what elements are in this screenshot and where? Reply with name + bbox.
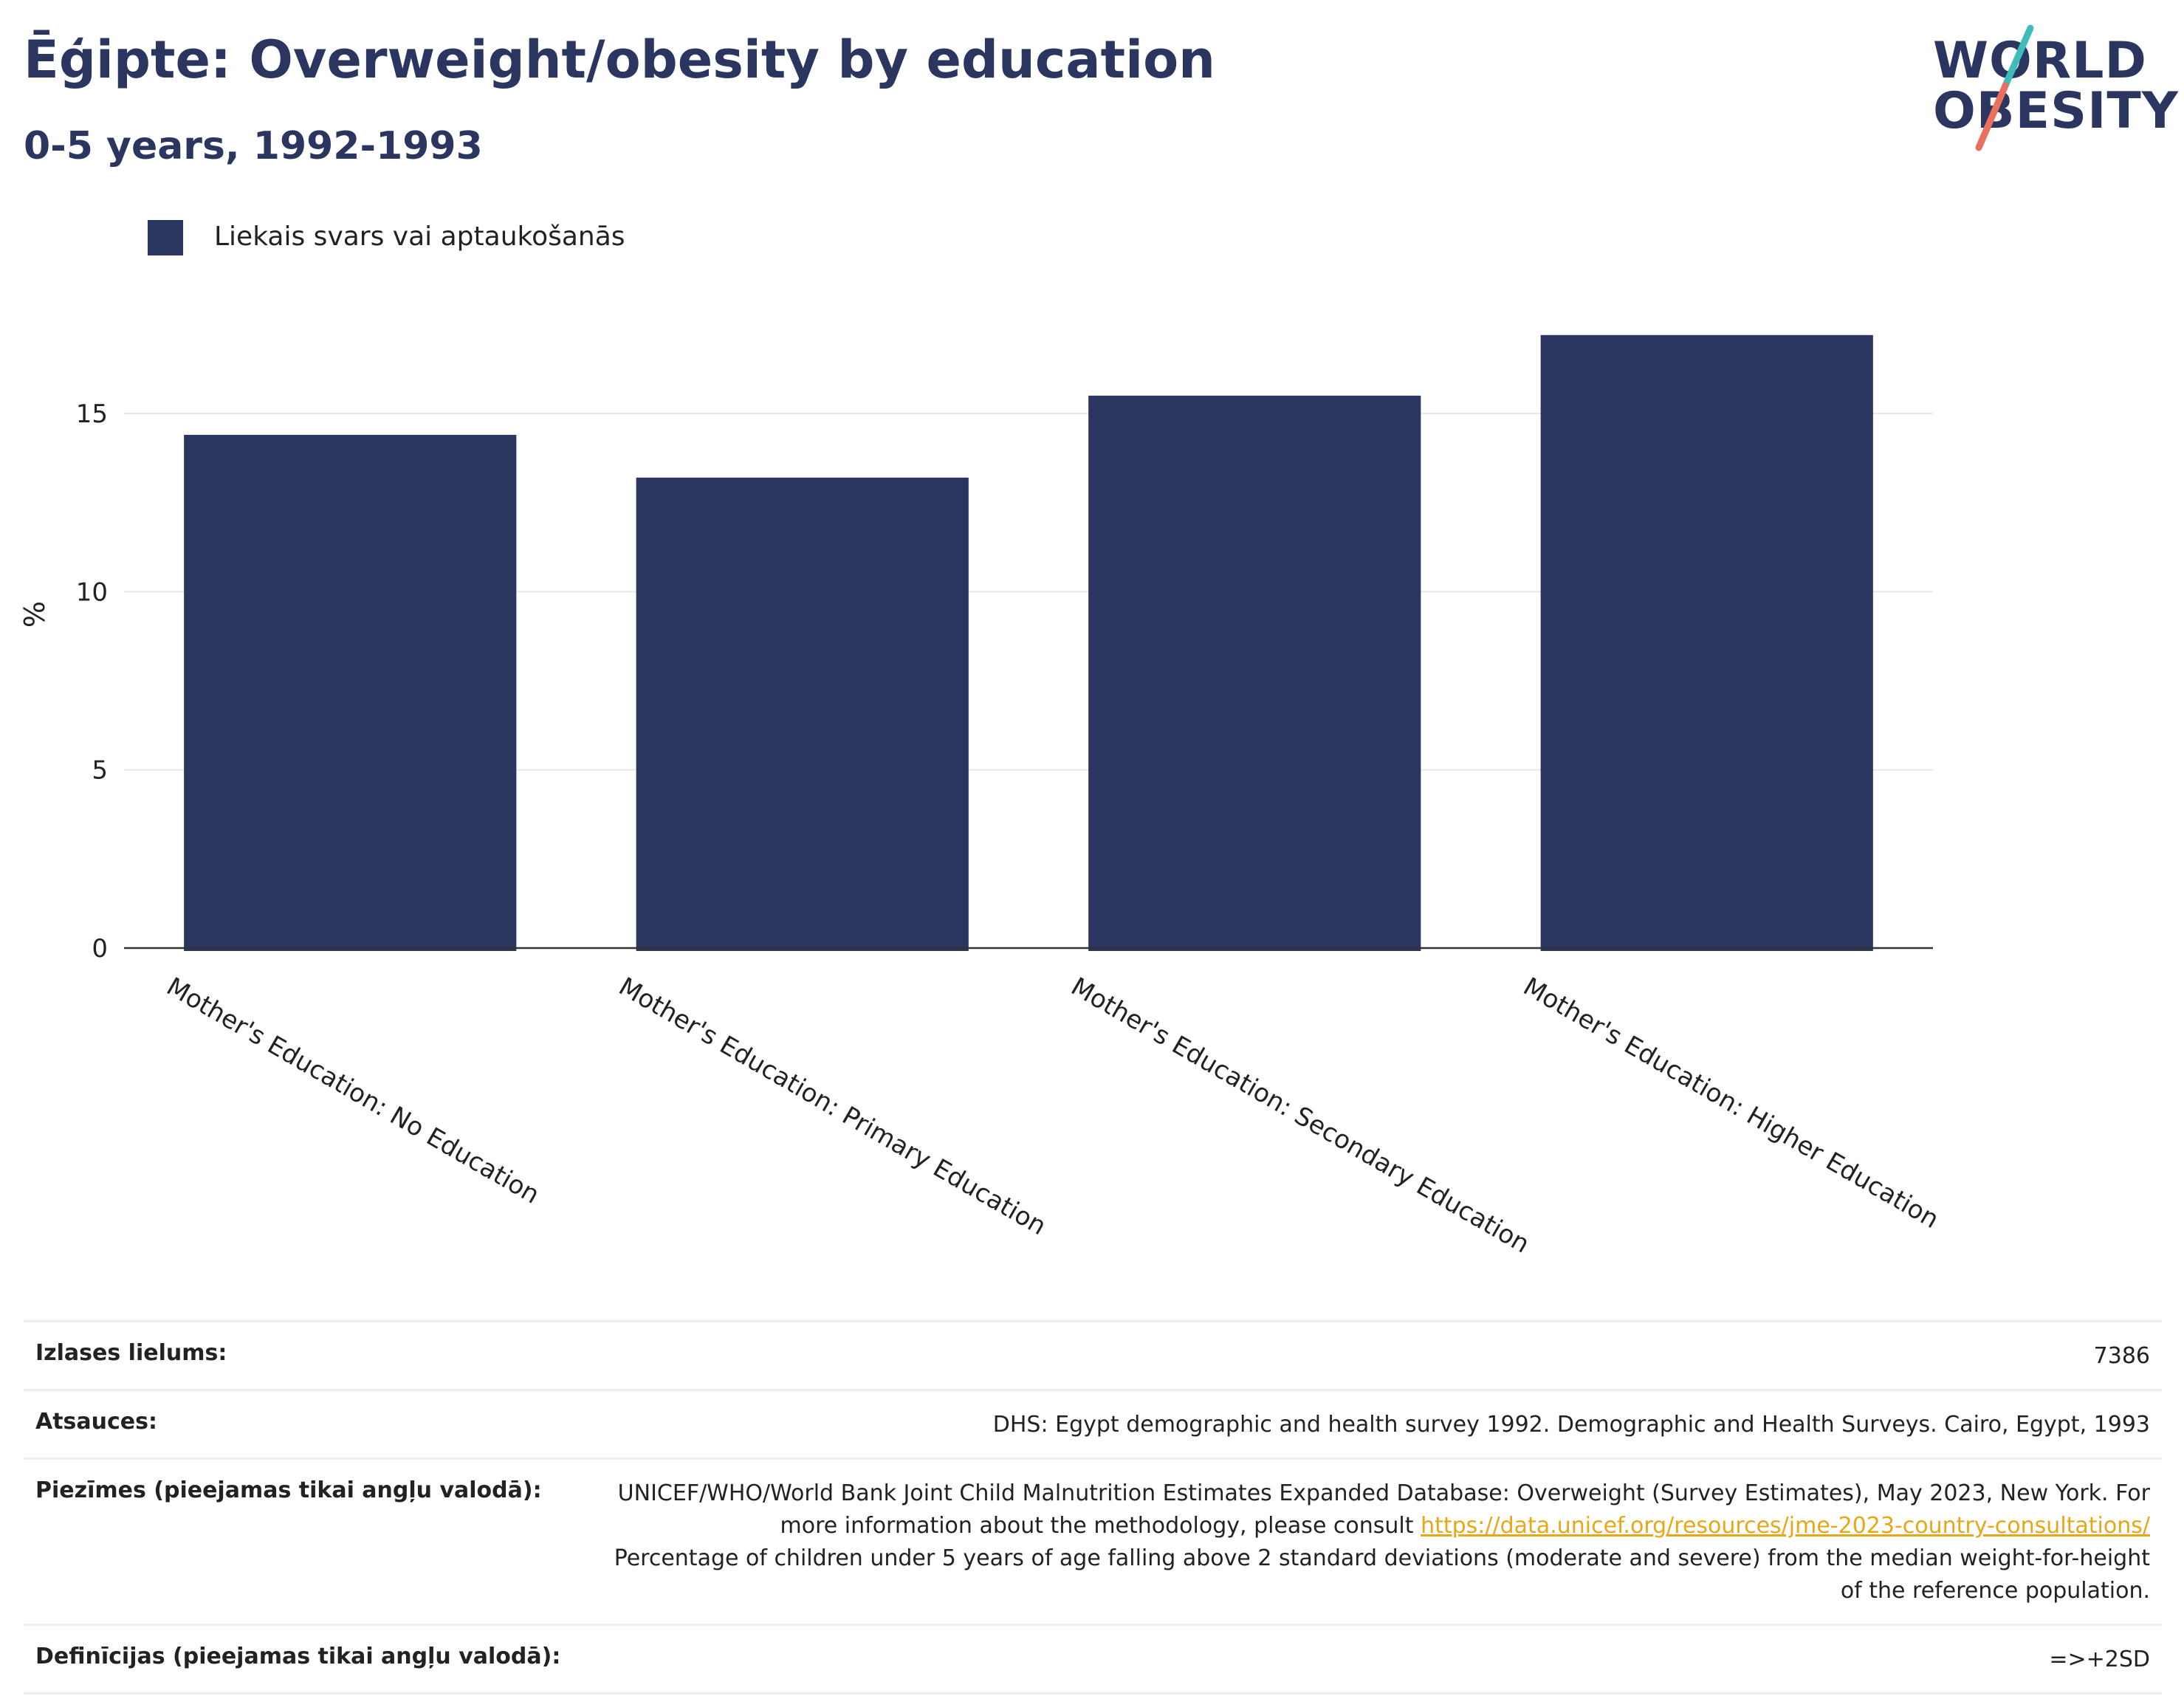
y-axis-title: % [18, 601, 51, 628]
x-tick-label: Mother's Education: No Education [162, 972, 545, 1209]
sample-size-value: 7386 [2093, 1343, 2150, 1369]
bars [184, 334, 1873, 951]
info-row-notes: Piezīmes (pieejamas tikai angļu valodā):… [24, 1458, 2162, 1624]
bar [184, 434, 517, 951]
bar [1088, 395, 1421, 951]
notes-text-2: Percentage of children under 5 years of … [614, 1545, 2150, 1604]
bar [1540, 334, 1873, 951]
logo-slash-icon [1975, 24, 2034, 151]
y-tick-label: 5 [92, 756, 108, 786]
y-tick-label: 15 [76, 399, 108, 429]
bar-chart: 0 5 10 15 Mother's Education: No Education Mo… [18, 334, 1944, 1260]
info-row-definitions: Definīcijas (pieejamas tikai angļu valod… [24, 1624, 2162, 1695]
info-row-sample: Izlases lielums: 7386 [24, 1320, 2162, 1389]
y-tick-label: 0 [92, 934, 108, 964]
chart-title: Ēģipte: Overweight/obesity by education [24, 30, 1215, 90]
bar [636, 477, 969, 951]
chart-subtitle: 0-5 years, 1992-1993 [24, 124, 483, 168]
x-tick-label: Mother's Education: Primary Education [614, 972, 1051, 1241]
legend-swatch [148, 220, 183, 255]
world-obesity-logo: WORLD OBESITY [1920, 22, 2178, 155]
info-table: Izlases lielums: 7386 Atsauces: DHS: Egy… [24, 1320, 2162, 1695]
info-row-sources: Atsauces: DHS: Egypt demographic and hea… [24, 1389, 2162, 1458]
legend-label: Liekais svars vai aptaukošanās [214, 222, 625, 252]
y-tick-label: 10 [76, 577, 108, 607]
notes-link[interactable]: https://data.unicef.org/resources/jme-20… [1421, 1513, 2150, 1539]
notes-value: UNICEF/WHO/World Bank Joint Child Malnut… [600, 1477, 2150, 1607]
logo-line-2: OBESITY [1933, 82, 2179, 140]
x-tick-label: Mother's Education: Higher Education [1518, 972, 1943, 1235]
x-tick-label: Mother's Education: Secondary Education [1066, 972, 1534, 1259]
notes-text-1: UNICEF/WHO/World Bank Joint Child Malnut… [617, 1480, 2150, 1539]
definitions-value: =>+2SD [2049, 1647, 2150, 1672]
definitions-label: Definīcijas (pieejamas tikai angļu valod… [35, 1644, 561, 1669]
notes-label: Piezīmes (pieejamas tikai angļu valodā): [35, 1477, 542, 1503]
sources-label: Atsauces: [35, 1409, 157, 1435]
logo-line-1: WORLD [1933, 32, 2147, 90]
sample-size-label: Izlases lielums: [35, 1340, 227, 1366]
sources-value: DHS: Egypt demographic and health survey… [992, 1412, 2150, 1438]
